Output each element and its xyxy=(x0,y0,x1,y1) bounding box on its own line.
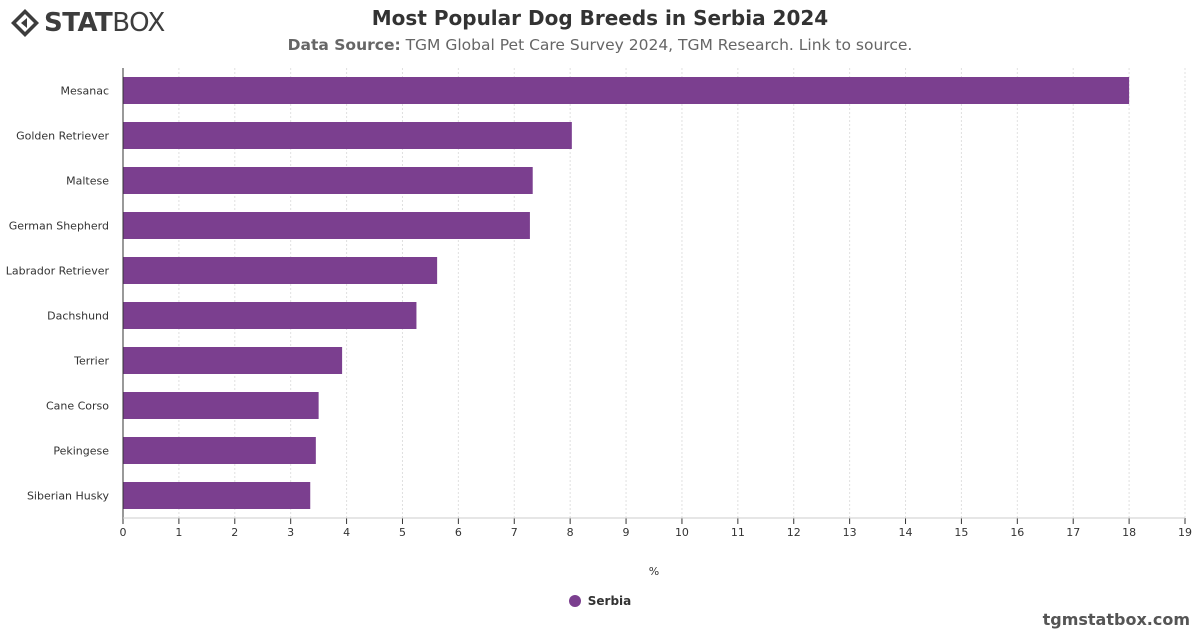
category-label: Maltese xyxy=(66,175,109,188)
x-tick-label: 18 xyxy=(1122,526,1136,539)
source-text[interactable]: TGM Global Pet Care Survey 2024, TGM Res… xyxy=(400,36,913,54)
x-tick-label: 0 xyxy=(120,526,127,539)
x-tick-label: 5 xyxy=(399,526,406,539)
category-label: Terrier xyxy=(73,355,109,368)
bar[interactable] xyxy=(123,212,530,239)
legend: Serbia xyxy=(0,594,1200,608)
bar[interactable] xyxy=(123,482,311,509)
category-label: German Shepherd xyxy=(9,220,109,233)
diamond-arrows-icon xyxy=(11,9,39,37)
x-tick-label: 12 xyxy=(787,526,801,539)
x-tick-label: 3 xyxy=(287,526,294,539)
bar[interactable] xyxy=(123,302,417,329)
source-label: Data Source: xyxy=(287,36,401,54)
logo-text-light: BOX xyxy=(112,8,165,38)
bar[interactable] xyxy=(123,167,533,194)
category-label: Labrador Retriever xyxy=(6,265,110,278)
statbox-logo[interactable]: STATBOX xyxy=(10,8,165,38)
x-tick-label: 13 xyxy=(843,526,857,539)
bar[interactable] xyxy=(123,437,316,464)
chart-subtitle[interactable]: Data Source: TGM Global Pet Care Survey … xyxy=(0,36,1200,54)
bar[interactable] xyxy=(123,347,343,374)
x-tick-label: 17 xyxy=(1066,526,1080,539)
legend-item-serbia[interactable]: Serbia xyxy=(568,594,632,608)
category-label: Siberian Husky xyxy=(27,490,110,503)
x-axis: 0 1 2 3 4 5 6 7 8 9 10 11 12 13 14 15 16 17 18 19 xyxy=(120,68,1192,539)
x-tick-label: 2 xyxy=(231,526,238,539)
x-tick-label: 10 xyxy=(675,526,689,539)
legend-marker-icon xyxy=(568,595,581,607)
x-tick-label: 9 xyxy=(623,526,630,539)
grid-lines xyxy=(178,68,1186,518)
x-tick-label: 1 xyxy=(175,526,182,539)
bar[interactable] xyxy=(123,392,319,419)
x-tick-label: 19 xyxy=(1178,526,1192,539)
bar[interactable] xyxy=(123,122,572,149)
bar[interactable] xyxy=(123,77,1130,104)
bars xyxy=(123,77,1130,509)
footer-site-link[interactable]: tgmstatbox.com xyxy=(1042,610,1190,629)
x-tick-label: 11 xyxy=(731,526,745,539)
logo-text: STATBOX xyxy=(44,8,165,38)
legend-label: Serbia xyxy=(587,594,632,608)
category-label: Mesanac xyxy=(61,85,110,98)
x-tick-label: 4 xyxy=(343,526,350,539)
category-label: Dachshund xyxy=(47,310,109,323)
x-tick-label: 15 xyxy=(954,526,968,539)
category-label: Cane Corso xyxy=(46,400,109,413)
category-labels: Mesanac Golden Retriever Maltese German She… xyxy=(6,85,110,503)
category-label: Golden Retriever xyxy=(16,130,109,143)
logo-text-bold: STAT xyxy=(44,8,113,38)
category-label: Pekingese xyxy=(53,445,109,458)
x-tick-label: 6 xyxy=(455,526,462,539)
bar[interactable] xyxy=(123,257,438,284)
x-tick-label: 16 xyxy=(1010,526,1024,539)
chart-title: Most Popular Dog Breeds in Serbia 2024 xyxy=(371,6,829,30)
x-tick-label: 14 xyxy=(899,526,913,539)
x-tick-label: 8 xyxy=(567,526,574,539)
x-axis-title: % xyxy=(649,565,659,578)
x-tick-label: 7 xyxy=(511,526,518,539)
